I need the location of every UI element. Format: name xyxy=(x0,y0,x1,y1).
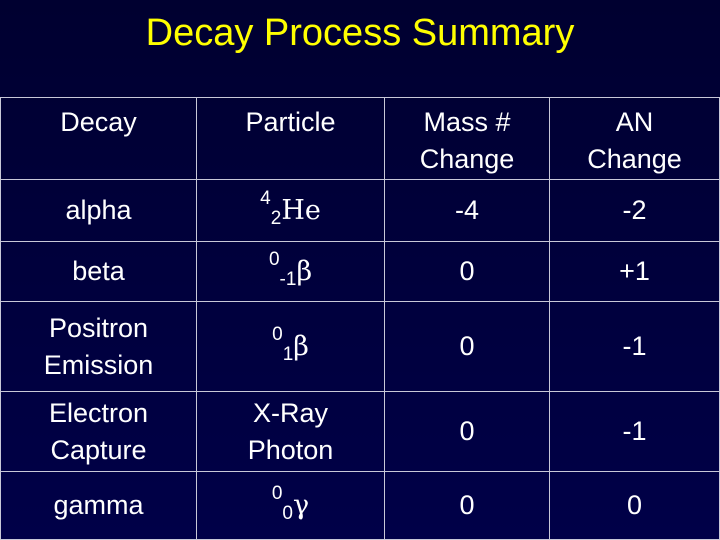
table-cell: 0 xyxy=(385,302,550,392)
cell-text: 0 xyxy=(626,490,643,520)
column-header: Mass # Change xyxy=(385,97,550,180)
table-cell: -1 xyxy=(550,302,720,392)
cell-text: -1 xyxy=(622,331,647,361)
cell-text: Electron Capture xyxy=(48,397,149,465)
superscript: 0 xyxy=(268,249,280,270)
superscript: 0 xyxy=(272,324,283,345)
table-cell: 0 xyxy=(385,242,550,302)
subscript: 0 xyxy=(282,503,293,524)
header-text: Mass # Change xyxy=(419,107,515,174)
slide-title: Decay Process Summary xyxy=(145,12,575,54)
table-cell: -1 xyxy=(550,392,720,472)
table: Decay Particle Mass # Change AN Change alpha… xyxy=(0,97,720,540)
table-cell: Electron Capture xyxy=(0,392,197,472)
subscript: 1 xyxy=(282,344,294,365)
table-cell: gamma xyxy=(0,472,197,540)
cell-text: 0 xyxy=(459,331,475,361)
table-cell: 0 -1 β xyxy=(197,242,385,302)
table-cell: alpha xyxy=(0,180,197,242)
cell-text: -1 xyxy=(622,416,647,446)
table-cell: 0 xyxy=(385,392,550,472)
subscript: -1 xyxy=(279,269,297,290)
cell-text: beta xyxy=(72,256,125,286)
cell-text: alpha xyxy=(65,195,132,225)
table-cell: -2 xyxy=(550,180,720,242)
table-cell: 0 xyxy=(385,472,550,540)
column-header: AN Change xyxy=(550,97,720,180)
table-cell: -4 xyxy=(385,180,550,242)
cell-text: +1 xyxy=(619,256,650,286)
header-text: AN Change xyxy=(587,107,682,174)
subscript: 2 xyxy=(270,208,282,229)
column-header: Particle xyxy=(197,97,385,180)
cell-text: X-Ray Photon xyxy=(247,397,334,465)
cell-text: -4 xyxy=(454,195,479,225)
table-cell: beta xyxy=(0,242,197,302)
table-cell: 4 2 He xyxy=(197,180,385,242)
header-text: Decay xyxy=(60,107,137,137)
particle-symbol: γ xyxy=(293,490,310,521)
cell-text: -2 xyxy=(622,195,647,225)
superscript: 4 xyxy=(260,188,271,209)
cell-text: 0 xyxy=(459,256,475,286)
particle-symbol: β xyxy=(293,331,309,362)
table-cell: X-Ray Photon xyxy=(197,392,385,472)
superscript: 0 xyxy=(271,483,283,504)
cell-text: 0 xyxy=(459,416,475,446)
column-header: Decay xyxy=(0,97,197,180)
header-text: Particle xyxy=(245,107,336,137)
table-cell: Positron Emission xyxy=(0,302,197,392)
table-cell: 0 xyxy=(550,472,720,540)
cell-text: Positron Emission xyxy=(43,312,154,380)
cell-text: 0 xyxy=(459,490,475,520)
cell-text: gamma xyxy=(53,490,144,520)
particle-symbol: β xyxy=(296,256,313,287)
particle-symbol: He xyxy=(281,195,321,226)
table-cell: +1 xyxy=(550,242,720,302)
